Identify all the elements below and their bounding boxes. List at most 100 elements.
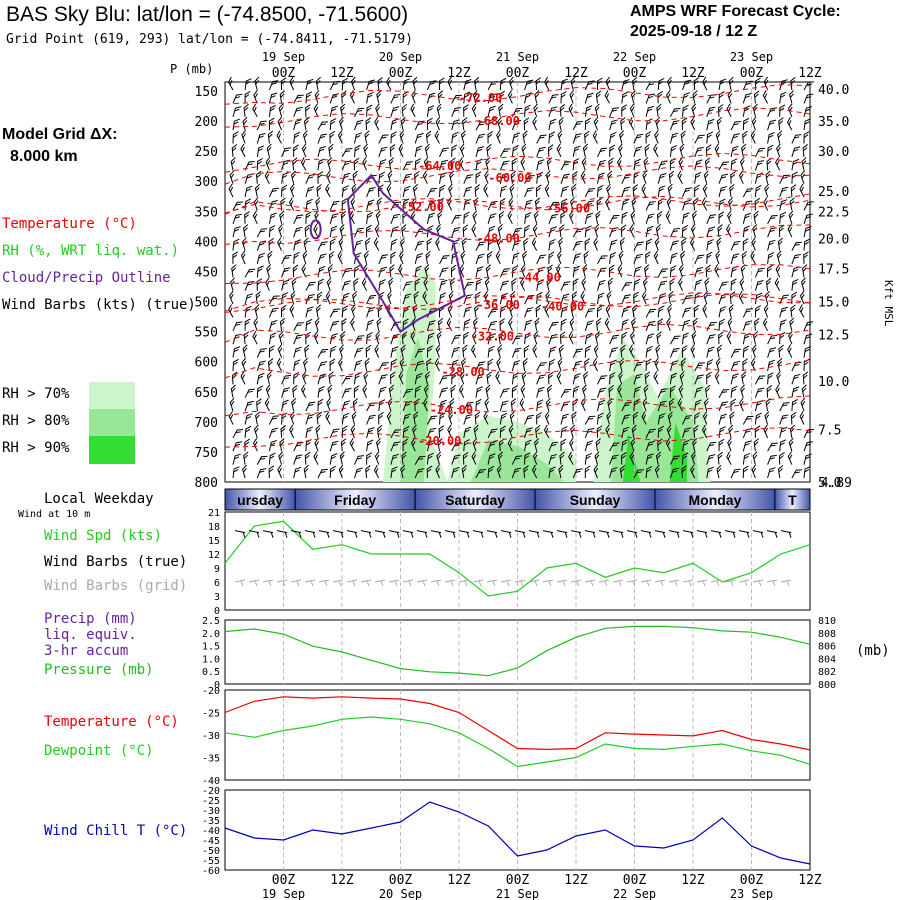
wind-barb [439, 255, 450, 265]
wind-barb [353, 385, 360, 398]
wind-barb [499, 425, 506, 438]
barb-shaft [329, 105, 338, 117]
barb-shaft [265, 384, 271, 398]
barb-shaft [293, 214, 304, 225]
wind-barb [325, 411, 331, 425]
barb-shaft [425, 130, 432, 144]
barb-shaft [232, 466, 240, 479]
barb-shaft [377, 424, 383, 438]
barb-shaft [293, 334, 303, 345]
wind-barb [524, 332, 531, 345]
barb-shaft [365, 344, 372, 358]
wind-barb [426, 452, 434, 465]
wind-barb [268, 225, 276, 238]
wind-barb [300, 384, 307, 398]
wind-barb [390, 106, 400, 117]
barb-shaft [475, 386, 484, 398]
barb-shaft [548, 131, 555, 144]
wind-barb [354, 132, 363, 144]
top-time-tick: 00Z [740, 66, 764, 81]
wind-barb [475, 146, 485, 158]
barb-shaft [329, 333, 338, 345]
wind-barb [354, 119, 364, 131]
wind-barb [301, 143, 307, 158]
barb-shaft [268, 427, 279, 439]
wind-barb [499, 77, 507, 91]
wind-barb [435, 116, 441, 131]
wind-barb [511, 240, 521, 251]
wind-barb [473, 424, 479, 439]
wind-barb [426, 80, 437, 91]
barb-shaft [511, 372, 520, 385]
wind-barb [439, 172, 447, 184]
barb-shaft [281, 184, 288, 198]
wind-barb [507, 90, 513, 104]
legend-dewpoint: Dewpoint (°C) [44, 743, 154, 759]
wind-barb [305, 198, 313, 211]
pressure-tick-label: 550 [195, 326, 218, 341]
barb-shaft [338, 464, 344, 479]
wind-barb [461, 357, 467, 372]
barb-shaft [228, 304, 234, 318]
barb-shaft [414, 240, 425, 251]
pressure-tick-label: 600 [195, 356, 218, 371]
barb-shaft [378, 399, 386, 412]
wind-barb [376, 90, 382, 104]
barb-shaft [256, 360, 266, 372]
barb-shaft [281, 172, 289, 184]
wind-barb [329, 465, 337, 479]
wind-barb [536, 362, 547, 372]
wind-barb [536, 184, 542, 198]
barb-shaft [472, 437, 478, 452]
barb-shaft [317, 291, 323, 305]
wind-barb [366, 332, 373, 345]
wind-barb [293, 119, 302, 131]
barb-shaft [317, 349, 329, 358]
wind-barb [414, 373, 423, 385]
wind-barb [471, 103, 477, 118]
wind-barb [317, 349, 329, 358]
wind-barb [399, 357, 405, 372]
barb-shaft [240, 250, 246, 265]
temperature-contour-label: -28.00 [441, 365, 484, 379]
wind-barb [354, 144, 361, 157]
barb-shaft [388, 157, 394, 171]
barb-shaft [264, 397, 270, 412]
wind-barb [255, 291, 261, 305]
barb-shaft [289, 424, 295, 439]
barb-shaft [232, 429, 244, 439]
barb-shaft [268, 345, 275, 358]
barb-shaft [289, 76, 295, 91]
pressure-right-tick: 808 [818, 629, 836, 640]
top-time-tick: 00Z [623, 66, 647, 81]
wind-barb [451, 466, 460, 479]
barb-shaft [472, 210, 478, 224]
bottom-date-label: 21 Sep [496, 887, 539, 900]
barb-shaft [499, 268, 511, 278]
barb-shaft [511, 360, 521, 372]
wind-barb [451, 359, 459, 372]
wind-barb [449, 170, 455, 184]
barb-shaft [449, 277, 456, 291]
wind-barb [341, 185, 349, 198]
barb-shaft [463, 401, 474, 412]
barb-shaft [354, 265, 361, 278]
barb-shaft [290, 170, 297, 184]
wind-barb [290, 290, 296, 305]
wind-barb [281, 172, 289, 184]
wind-barb [378, 134, 389, 144]
barb-shaft [240, 371, 246, 385]
bottom-time-tick: 12Z [564, 873, 588, 888]
wind-barb [472, 90, 478, 104]
barb-shaft [487, 238, 494, 251]
barb-shaft [511, 455, 523, 465]
barb-shaft [425, 250, 431, 264]
barb-shaft [463, 306, 472, 318]
barb-shaft [498, 210, 505, 224]
wind-barb [511, 347, 522, 358]
barb-shaft [280, 425, 287, 438]
barb-shaft [256, 252, 266, 265]
wind-barb [329, 80, 340, 91]
wind-barb [281, 254, 292, 265]
wind-barb [414, 240, 425, 251]
